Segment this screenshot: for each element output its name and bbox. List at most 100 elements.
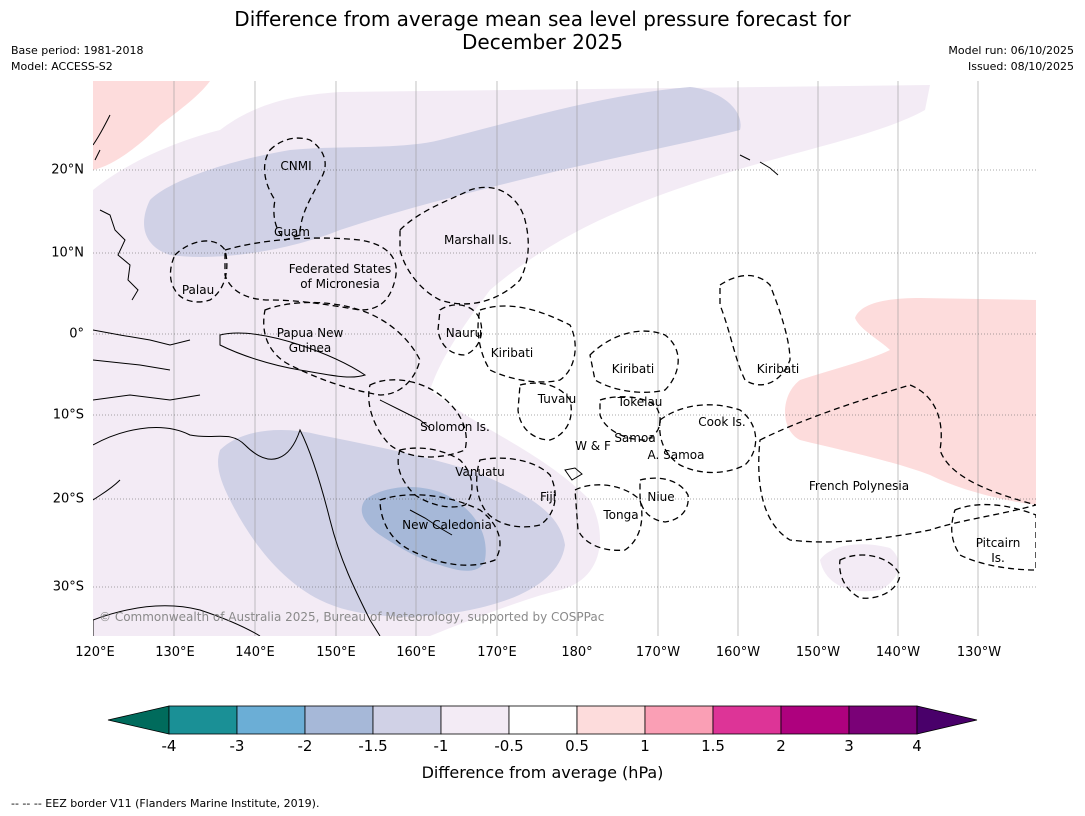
label-pitcairn-2: Is.	[991, 551, 1005, 565]
colorbar-segment	[712, 705, 782, 735]
colorbar-label: Difference from average (hPa)	[421, 763, 664, 782]
label-solomon: Solomon Is.	[420, 420, 490, 434]
x-tick: 130°E	[155, 645, 195, 660]
y-tick: 20°S	[52, 491, 84, 507]
anomaly-pink-east	[785, 298, 1036, 505]
anomaly-fields	[93, 81, 1036, 636]
eez-pitcairn	[951, 503, 1036, 571]
model-name: Model: ACCESS-S2	[11, 60, 113, 73]
eez-kiribati-e	[719, 274, 791, 386]
eez-tuvalu	[517, 382, 572, 441]
x-tick: 160°W	[715, 645, 761, 660]
eez-vanuatu	[397, 447, 473, 508]
anomaly-lavender-north	[144, 87, 741, 258]
colorbar-tick: 3	[844, 737, 854, 755]
x-tick: 180°	[561, 645, 593, 660]
coast-philippines	[99, 209, 139, 301]
eez-marshall	[399, 186, 529, 305]
eez-kiribati-w	[477, 305, 576, 383]
label-guam: Guam	[274, 225, 310, 239]
x-tick: 150°E	[316, 645, 356, 660]
colorbar-tick: 2	[776, 737, 786, 755]
gridlines	[173, 81, 979, 636]
colorbar-segment	[304, 705, 374, 735]
label-nauru: Nauru	[446, 326, 482, 340]
label-cook: Cook Is.	[698, 415, 745, 429]
colorbar-tick: -4	[161, 737, 177, 755]
y-tick: 10°N	[51, 245, 84, 261]
colorbar-tick: 1	[640, 737, 650, 755]
colorbar-tick: -0.5	[494, 737, 524, 755]
x-tick: 140°W	[875, 645, 921, 660]
y-tick: 30°S	[52, 579, 84, 595]
label-fsm-1: Federated States	[289, 262, 391, 276]
coast-indonesia	[93, 329, 201, 401]
label-niue: Niue	[647, 490, 674, 504]
copyright-note: © Commonwealth of Australia 2025, Bureau…	[99, 610, 604, 624]
colorbar-extend-high	[916, 705, 978, 735]
chart-title: Difference from average mean sea level p…	[0, 8, 1085, 54]
region-labels: CNMI Guam Marshall Is. Federated States …	[182, 159, 1020, 565]
eez-ext-south	[839, 554, 901, 599]
eez-footnote: -- -- -- EEZ border V11 (Flanders Marine…	[11, 797, 320, 810]
coastlines	[93, 114, 779, 636]
coast-australia	[93, 427, 381, 636]
eez-png	[263, 301, 421, 396]
x-tick: 130°W	[956, 645, 1002, 660]
x-tick: 170°E	[477, 645, 517, 660]
eez-solomon	[368, 379, 467, 458]
colorbar-segment	[372, 705, 442, 735]
label-png-1: Papua New	[277, 326, 344, 340]
coast-new-caledonia	[409, 509, 453, 536]
eez-tonga	[574, 484, 643, 551]
meta-left: Base period: 1981-2018 Model: ACCESS-S2	[11, 43, 143, 75]
colorbar-segment	[576, 705, 646, 735]
colorbar-tick: 1.5	[701, 737, 725, 755]
eez-new-caledonia	[379, 494, 501, 566]
label-palau: Palau	[182, 283, 214, 297]
label-asamoa: A. Samoa	[648, 448, 705, 462]
x-tick: 140°E	[235, 645, 275, 660]
colorbar	[107, 705, 978, 735]
eez-tokelau	[599, 396, 661, 441]
meta-right: Model run: 06/10/2025 Issued: 08/10/2025	[948, 43, 1074, 75]
anomaly-light-purple-south	[820, 544, 899, 592]
label-kiribati-w: Kiribati	[491, 346, 533, 360]
colorbar-segment	[644, 705, 714, 735]
eez-cook	[659, 404, 757, 474]
colorbar-segment	[236, 705, 306, 735]
label-vanuatu: Vanuatu	[455, 465, 505, 479]
y-tick: 20°N	[51, 162, 84, 178]
eez-palau	[169, 240, 228, 303]
coast-asia	[93, 114, 111, 161]
label-tuvalu: Tuvalu	[537, 392, 577, 406]
label-tokelau: Tokelau	[617, 395, 663, 409]
colorbar-segment	[168, 705, 238, 735]
colorbar-extend-low	[107, 705, 170, 735]
issued-date: Issued: 08/10/2025	[967, 60, 1074, 73]
x-tick: 120°E	[75, 645, 115, 660]
label-fiji: Fiji	[540, 490, 556, 504]
coast-fiji	[564, 467, 583, 481]
label-png-2: Guinea	[289, 341, 332, 355]
label-marshall: Marshall Is.	[444, 233, 512, 247]
colorbar-segment	[848, 705, 918, 735]
x-tick: 170°W	[635, 645, 681, 660]
eez-fsm	[224, 237, 397, 311]
label-samoa: Samoa	[614, 431, 655, 445]
model-run: Model run: 06/10/2025	[948, 44, 1074, 57]
title-line-2: December 2025	[462, 30, 623, 54]
base-period: Base period: 1981-2018	[11, 44, 144, 57]
label-kiribati-e: Kiribati	[757, 362, 799, 376]
label-cnmi: CNMI	[280, 159, 311, 173]
anomaly-pink-nw	[93, 81, 210, 170]
map-panel: CNMI Guam Marshall Is. Federated States …	[93, 81, 1036, 636]
label-tonga: Tonga	[602, 508, 638, 522]
map-svg: CNMI Guam Marshall Is. Federated States …	[93, 81, 1036, 636]
label-wf: W & F	[575, 439, 611, 453]
anomaly-blue-south	[361, 486, 486, 571]
label-kiribati-c: Kiribati	[612, 362, 654, 376]
colorbar-tick: -3	[229, 737, 245, 755]
y-tick: 0°	[69, 326, 84, 342]
colorbar-tick: -1.5	[358, 737, 388, 755]
